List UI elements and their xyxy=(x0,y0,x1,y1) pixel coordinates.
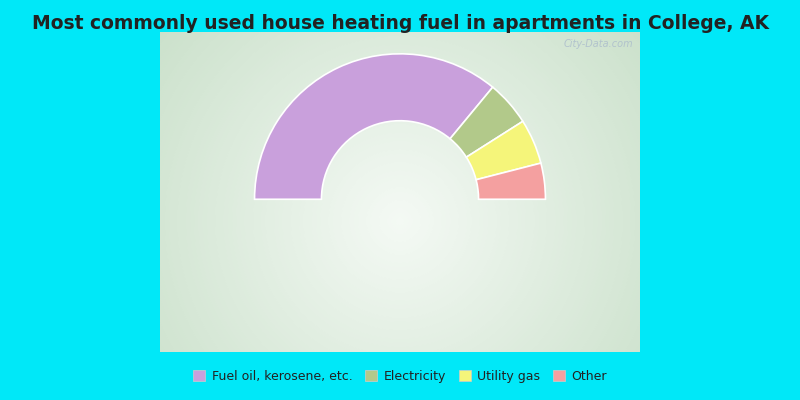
Circle shape xyxy=(258,78,542,364)
Circle shape xyxy=(383,204,417,238)
Circle shape xyxy=(316,137,484,305)
Circle shape xyxy=(274,95,526,347)
Circle shape xyxy=(135,0,665,400)
Circle shape xyxy=(77,0,723,400)
Circle shape xyxy=(94,0,706,400)
Circle shape xyxy=(81,0,719,400)
Circle shape xyxy=(73,0,727,400)
Circle shape xyxy=(194,15,606,400)
Circle shape xyxy=(202,24,598,400)
Circle shape xyxy=(131,0,669,400)
Circle shape xyxy=(374,196,426,246)
Circle shape xyxy=(152,0,648,400)
Circle shape xyxy=(286,108,514,334)
Circle shape xyxy=(291,112,510,330)
Circle shape xyxy=(320,141,480,301)
Circle shape xyxy=(64,0,736,400)
Circle shape xyxy=(106,0,694,400)
Circle shape xyxy=(236,57,564,385)
Circle shape xyxy=(354,175,446,267)
Circle shape xyxy=(358,179,442,263)
Circle shape xyxy=(161,0,639,400)
Circle shape xyxy=(198,20,602,400)
Circle shape xyxy=(266,87,534,356)
Circle shape xyxy=(366,188,434,255)
Circle shape xyxy=(211,32,589,400)
Circle shape xyxy=(215,36,585,400)
Circle shape xyxy=(312,133,488,309)
Circle shape xyxy=(299,120,501,322)
Circle shape xyxy=(341,162,459,280)
Circle shape xyxy=(148,0,652,400)
Circle shape xyxy=(253,74,547,368)
Circle shape xyxy=(165,0,635,400)
Circle shape xyxy=(219,40,581,400)
Circle shape xyxy=(139,0,661,400)
Circle shape xyxy=(396,217,404,225)
Circle shape xyxy=(379,200,421,242)
Circle shape xyxy=(123,0,677,400)
Circle shape xyxy=(206,28,594,400)
Circle shape xyxy=(98,0,702,400)
Text: City-Data.com: City-Data.com xyxy=(563,39,633,49)
Circle shape xyxy=(362,183,438,259)
Circle shape xyxy=(110,0,690,400)
Wedge shape xyxy=(466,121,541,180)
Circle shape xyxy=(232,53,568,389)
Circle shape xyxy=(127,0,673,400)
Circle shape xyxy=(270,91,530,351)
Circle shape xyxy=(245,66,555,376)
Wedge shape xyxy=(450,87,523,157)
Circle shape xyxy=(186,7,614,400)
Circle shape xyxy=(68,0,732,400)
Circle shape xyxy=(370,192,430,250)
Legend: Fuel oil, kerosene, etc., Electricity, Utility gas, Other: Fuel oil, kerosene, etc., Electricity, U… xyxy=(188,365,612,388)
Circle shape xyxy=(118,0,682,400)
Circle shape xyxy=(387,208,413,234)
Circle shape xyxy=(346,166,454,276)
Circle shape xyxy=(85,0,715,400)
Wedge shape xyxy=(476,163,546,199)
Circle shape xyxy=(190,11,610,400)
Wedge shape xyxy=(254,54,493,199)
Circle shape xyxy=(295,116,505,326)
Circle shape xyxy=(89,0,711,400)
Circle shape xyxy=(240,62,560,381)
Circle shape xyxy=(329,150,471,292)
Circle shape xyxy=(169,0,631,400)
Circle shape xyxy=(350,171,450,272)
Circle shape xyxy=(392,213,408,230)
Circle shape xyxy=(308,129,492,314)
Circle shape xyxy=(278,99,522,343)
Circle shape xyxy=(173,0,627,400)
Circle shape xyxy=(228,49,572,393)
Circle shape xyxy=(224,45,577,398)
Text: Most commonly used house heating fuel in apartments in College, AK: Most commonly used house heating fuel in… xyxy=(31,14,769,33)
Circle shape xyxy=(337,158,463,284)
Circle shape xyxy=(178,0,622,400)
Circle shape xyxy=(114,0,686,400)
Circle shape xyxy=(333,154,467,288)
Circle shape xyxy=(262,82,538,360)
Circle shape xyxy=(303,124,497,318)
Circle shape xyxy=(182,3,618,400)
Circle shape xyxy=(282,104,518,339)
Circle shape xyxy=(156,0,643,400)
Circle shape xyxy=(249,70,551,372)
Circle shape xyxy=(102,0,698,400)
Circle shape xyxy=(144,0,656,400)
Circle shape xyxy=(325,146,475,297)
